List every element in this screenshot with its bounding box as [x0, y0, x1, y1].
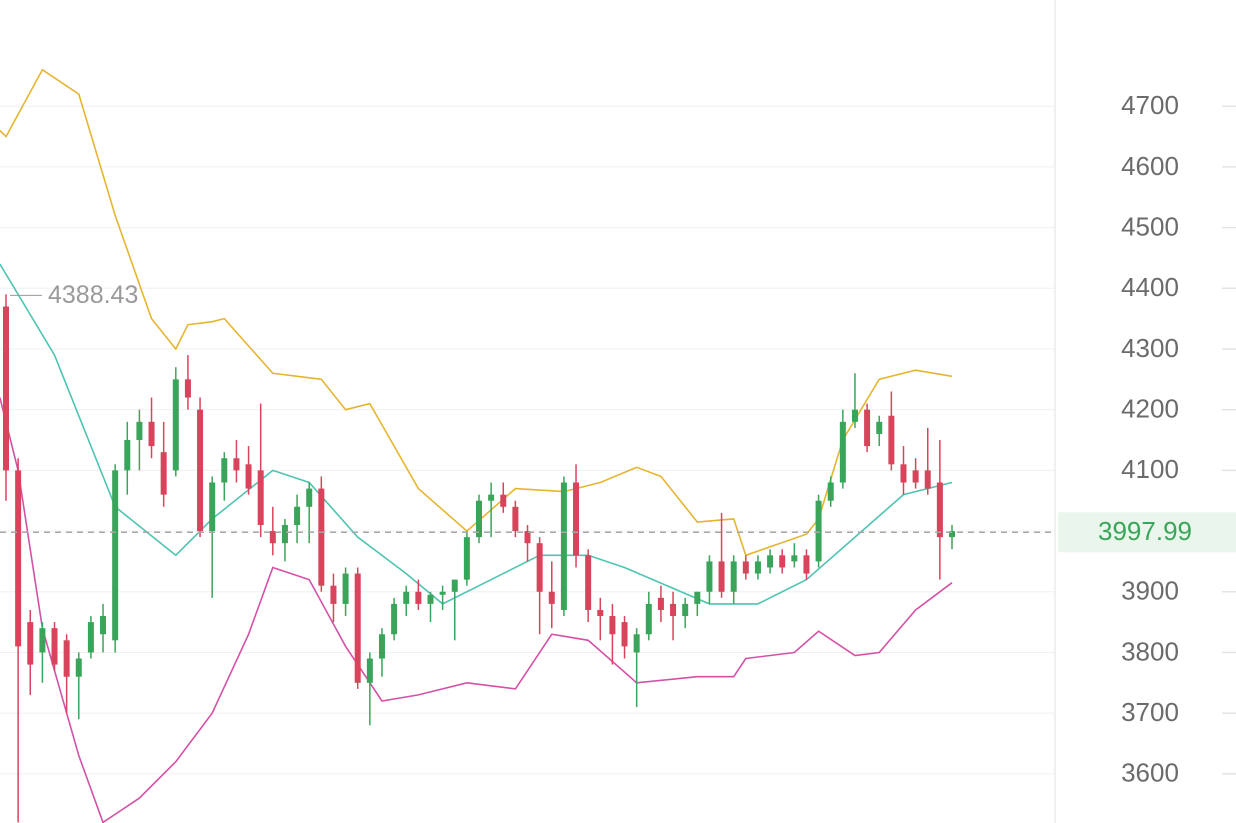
- candle-body: [463, 537, 470, 580]
- candle-body: [500, 494, 507, 507]
- candle-body: [694, 591, 701, 604]
- candle-body: [160, 452, 167, 495]
- candle-body: [354, 573, 361, 683]
- candle-body: [257, 470, 264, 525]
- candle-body: [718, 561, 725, 592]
- candle-body: [87, 622, 94, 653]
- candle-body: [851, 409, 858, 422]
- candle-body: [573, 482, 580, 556]
- candle-body: [657, 597, 664, 610]
- candle-body: [148, 421, 155, 447]
- candle-body: [378, 634, 385, 659]
- y-tick-label: 4500: [1121, 211, 1179, 241]
- y-tick-label: 3600: [1121, 758, 1179, 788]
- last-price-label: 3997.99: [1098, 516, 1192, 546]
- candle-body: [924, 470, 931, 489]
- candle-body: [366, 658, 373, 683]
- candle-body: [706, 561, 713, 592]
- candle-body: [330, 585, 337, 604]
- candle-body: [900, 464, 907, 483]
- candle-body: [754, 561, 761, 574]
- candle-body: [391, 603, 398, 635]
- candle-body: [124, 440, 131, 471]
- candle-body: [112, 470, 119, 641]
- candle-body: [15, 470, 22, 647]
- candle-body: [427, 594, 434, 604]
- candle-body: [294, 506, 301, 525]
- y-tick-label: 3700: [1121, 697, 1179, 727]
- candle-body: [864, 409, 871, 447]
- candle-body: [779, 555, 786, 568]
- candle-body: [682, 603, 689, 617]
- candle-body: [827, 482, 834, 501]
- candle-body: [245, 464, 252, 489]
- candle-body: [233, 458, 240, 471]
- band-line: [0, 397, 953, 823]
- candle-body: [63, 640, 70, 677]
- candle-body: [100, 616, 107, 635]
- candle-body: [306, 488, 313, 507]
- candle-body: [184, 379, 191, 398]
- candle-body: [645, 603, 652, 635]
- candle-body: [172, 379, 179, 471]
- candle-body: [136, 421, 143, 441]
- candle-body: [876, 421, 883, 434]
- candle-body: [560, 482, 567, 610]
- candle-body: [536, 543, 543, 592]
- candle-body: [281, 524, 288, 544]
- y-tick-label: 4700: [1121, 90, 1179, 120]
- candle-body: [439, 591, 446, 595]
- candle-body: [839, 421, 846, 483]
- candle-body: [318, 488, 325, 586]
- candle-body: [742, 561, 749, 574]
- candle-body: [815, 500, 822, 562]
- candle-body: [609, 616, 616, 635]
- candle-body: [221, 458, 228, 483]
- candle-body: [767, 555, 774, 568]
- y-tick-label: 4400: [1121, 272, 1179, 302]
- candle-body: [512, 506, 519, 532]
- candle-body: [912, 470, 919, 483]
- y-tick-label: 4100: [1121, 454, 1179, 484]
- candle-body: [730, 561, 737, 592]
- candle-body: [403, 591, 410, 604]
- last-price-box: [1058, 512, 1236, 553]
- candle-body: [39, 628, 46, 653]
- candle-body: [342, 573, 349, 604]
- candle-body: [488, 494, 495, 501]
- candle-body: [209, 482, 216, 532]
- candle-body: [269, 531, 276, 544]
- candle-body: [888, 415, 895, 465]
- candle-body: [75, 658, 82, 677]
- candle-body: [3, 306, 9, 471]
- candle-body: [936, 482, 943, 538]
- candle-body: [791, 555, 798, 562]
- candle-body: [27, 622, 34, 665]
- y-tick-label: 4300: [1121, 333, 1179, 363]
- y-tick-label: 4200: [1121, 394, 1179, 424]
- candle-body: [415, 591, 422, 604]
- candle-body: [548, 591, 555, 604]
- candle-body: [670, 603, 677, 617]
- y-tick-label: 3900: [1121, 576, 1179, 606]
- candle-body: [597, 609, 604, 617]
- candle-body: [585, 555, 592, 610]
- candle-body: [451, 579, 458, 592]
- y-tick-label: 4600: [1121, 151, 1179, 181]
- band-line: [0, 263, 953, 605]
- candle-body: [633, 634, 640, 653]
- candle-body: [476, 500, 482, 538]
- candle-body: [949, 531, 955, 538]
- y-tick-label: 3800: [1121, 636, 1179, 666]
- candle-body: [51, 628, 58, 665]
- band-line: [0, 68, 953, 557]
- candle-body: [803, 555, 810, 574]
- candle-body: [621, 622, 628, 647]
- candle-body: [197, 409, 204, 532]
- candle-body: [524, 531, 531, 544]
- high-marker-label: 4388.43: [48, 281, 138, 309]
